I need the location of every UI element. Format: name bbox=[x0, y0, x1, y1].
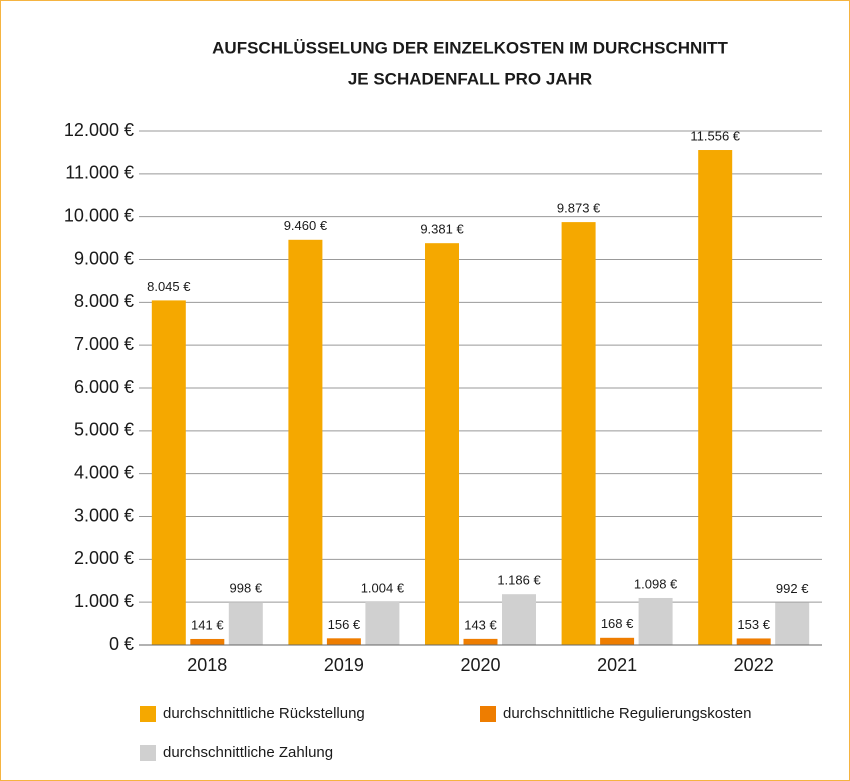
value-label: 9.460 € bbox=[284, 218, 328, 233]
value-label: 998 € bbox=[230, 581, 263, 596]
bar bbox=[698, 150, 733, 645]
bar bbox=[365, 601, 400, 645]
value-label: 9.873 € bbox=[557, 201, 601, 216]
value-label: 992 € bbox=[776, 581, 809, 596]
bar bbox=[775, 602, 810, 645]
legend-swatch bbox=[140, 745, 156, 761]
legend-swatch bbox=[480, 706, 496, 722]
legend-label: durchschnittliche Regulierungskosten bbox=[503, 705, 751, 722]
value-label: 1.186 € bbox=[497, 573, 541, 588]
x-tick-label: 2022 bbox=[734, 655, 774, 675]
bar bbox=[326, 638, 361, 645]
value-label: 153 € bbox=[737, 617, 770, 632]
bar bbox=[425, 243, 459, 646]
y-tick-label: 10.000 € bbox=[64, 205, 134, 225]
value-label: 143 € bbox=[464, 617, 497, 632]
x-tick-label: 2020 bbox=[460, 655, 500, 675]
bar bbox=[736, 638, 771, 645]
value-label: 156 € bbox=[328, 617, 361, 632]
bar bbox=[463, 638, 498, 645]
value-label: 141 € bbox=[191, 617, 224, 632]
bar bbox=[600, 637, 635, 645]
value-label: 9.381 € bbox=[420, 222, 464, 237]
x-tick-label: 2021 bbox=[597, 655, 637, 675]
bar bbox=[502, 594, 536, 645]
y-tick-label: 2.000 € bbox=[74, 548, 134, 568]
legend-swatch bbox=[140, 706, 156, 722]
x-tick-label: 2018 bbox=[187, 655, 227, 675]
y-tick-label: 8.000 € bbox=[74, 291, 134, 311]
y-tick-label: 7.000 € bbox=[74, 334, 134, 354]
y-tick-label: 11.000 € bbox=[65, 163, 134, 183]
y-tick-label: 1.000 € bbox=[74, 591, 134, 611]
bar bbox=[190, 638, 225, 645]
value-label: 1.004 € bbox=[361, 580, 405, 595]
value-label: 11.556 € bbox=[690, 128, 740, 143]
bar bbox=[151, 300, 186, 645]
chart-title: JE SCHADENFALL PRO JAHR bbox=[348, 69, 592, 88]
value-label: 8.045 € bbox=[147, 279, 191, 294]
x-tick-label: 2019 bbox=[324, 655, 364, 675]
chart-title: AUFSCHLÜSSELUNG DER EINZELKOSTEN IM DURC… bbox=[212, 38, 728, 57]
y-tick-label: 4.000 € bbox=[74, 462, 134, 482]
y-tick-label: 12.000 € bbox=[64, 120, 134, 140]
bar bbox=[638, 597, 673, 645]
legend-label: durchschnittliche Zahlung bbox=[163, 744, 333, 761]
y-tick-label: 3.000 € bbox=[74, 505, 134, 525]
bar bbox=[288, 239, 323, 645]
y-tick-label: 9.000 € bbox=[74, 248, 134, 268]
y-tick-label: 6.000 € bbox=[74, 377, 134, 397]
value-label: 168 € bbox=[601, 616, 634, 631]
value-label: 1.098 € bbox=[634, 576, 678, 591]
y-tick-label: 0 € bbox=[109, 634, 134, 654]
bar bbox=[228, 602, 263, 645]
legend-label: durchschnittliche Rückstellung bbox=[163, 705, 365, 722]
bar bbox=[561, 222, 596, 645]
y-tick-label: 5.000 € bbox=[74, 420, 134, 440]
